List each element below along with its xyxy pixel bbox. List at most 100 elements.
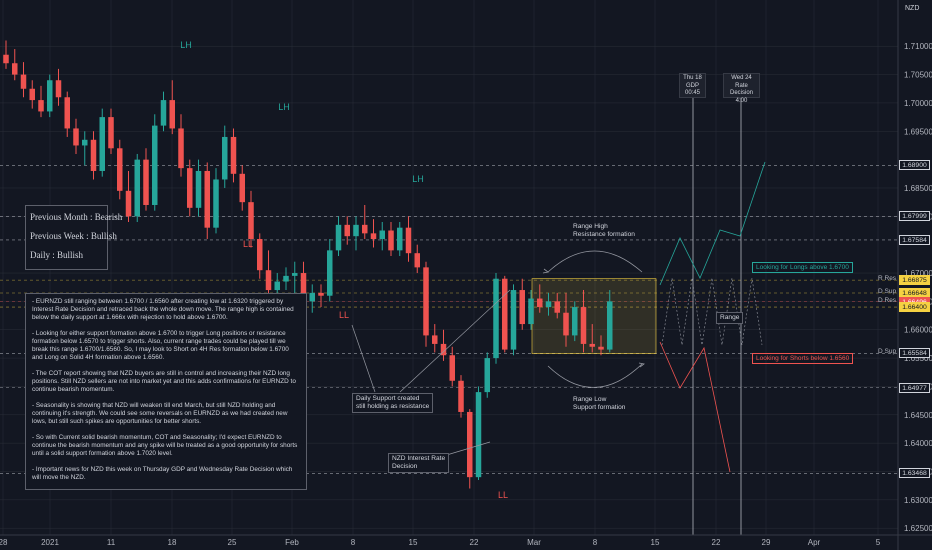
candle	[152, 114, 158, 211]
candle-body	[327, 250, 333, 296]
candle	[178, 114, 184, 177]
candle-body	[370, 233, 377, 240]
candle-body	[222, 136, 228, 180]
wave-label: LH	[180, 40, 192, 50]
range-projection	[661, 277, 763, 346]
note-paragraph: - Important news for NZD this week on Th…	[32, 466, 293, 481]
candle	[327, 239, 333, 302]
event-date: Thu 18	[683, 75, 702, 81]
price-level-badge: 1.66875	[899, 275, 930, 286]
candle	[55, 68, 62, 106]
daily-support-callout: Daily Support created still holding as r…	[352, 393, 434, 413]
candle	[475, 386, 482, 480]
price-tick-label: 1.70000	[904, 99, 932, 108]
candle	[379, 222, 385, 251]
candle	[589, 324, 595, 353]
candle-body	[257, 239, 263, 271]
candle	[64, 91, 70, 137]
candle	[353, 216, 359, 251]
time-axis[interactable]: 28 2021 11 18 25 Feb 8 15 22 Mar 8 15 22 29 Apr 5	[0, 534, 932, 547]
note-paragraph: - Seasonality is showing that NZD will w…	[32, 402, 288, 425]
candle-body	[423, 267, 429, 336]
price-tick-label: 1.69500	[904, 127, 932, 136]
price-level-badge: 1.65584	[899, 348, 930, 359]
candle	[502, 275, 508, 353]
candle	[117, 139, 123, 200]
candle	[248, 190, 254, 248]
candle-body	[519, 290, 525, 325]
candle-body	[230, 136, 237, 174]
candle	[440, 329, 447, 361]
monthly-bias: Previous Month : Bearish	[30, 212, 123, 222]
time-tick-label: 11	[107, 538, 116, 547]
candle-body	[90, 139, 97, 171]
wave-label: LL	[243, 239, 253, 249]
candle-body	[117, 148, 123, 191]
candle-body	[38, 100, 44, 112]
event-time: 00:45	[684, 90, 700, 96]
candle-body	[99, 117, 105, 171]
price-tick-label: 1.64500	[904, 411, 932, 420]
time-tick-label: 29	[762, 538, 771, 547]
candle-body	[187, 168, 193, 208]
time-tick-label: 22	[712, 538, 721, 547]
gdp-event-marker[interactable]: Thu 18 GDP 00:45	[679, 73, 706, 98]
candle-body	[563, 312, 569, 336]
candle	[572, 301, 578, 342]
price-tick-label: 1.63000	[904, 496, 932, 505]
candle	[405, 216, 412, 262]
arrow-head	[638, 362, 645, 368]
price-tick-label: 1.68500	[904, 184, 932, 193]
wave-label: LL	[339, 310, 349, 320]
candle-body	[353, 224, 359, 237]
candle	[432, 324, 438, 353]
candle	[519, 278, 525, 330]
currency-label: NZD	[905, 5, 920, 12]
price-tick-label: 1.67000	[904, 269, 932, 278]
level-tag-label: D Sup	[878, 287, 897, 295]
candle-body	[318, 292, 324, 296]
price-level-badge: 1.66400	[899, 302, 930, 313]
wave-label: LH	[278, 102, 290, 112]
candle-body	[152, 125, 158, 205]
time-tick-label: Mar	[527, 538, 541, 547]
time-tick-label: 25	[228, 538, 237, 547]
time-tick-label: 15	[409, 538, 418, 547]
range-low-label: Range Low Support formation	[573, 396, 626, 411]
candle-body	[160, 100, 167, 126]
candle	[449, 346, 455, 387]
candle	[423, 261, 429, 347]
time-tick-label: 15	[651, 538, 660, 547]
level-tag-label: D Res	[878, 296, 897, 304]
candle	[362, 204, 368, 240]
candle	[537, 284, 543, 313]
candle	[90, 131, 97, 180]
candle	[283, 267, 289, 291]
event-name: GDP	[685, 82, 699, 89]
daily-bias: Daily : Bullish	[30, 250, 84, 260]
candle-body	[589, 343, 595, 347]
rate-event-marker[interactable]: Wed 24 Rate Decision 4:00	[723, 73, 760, 104]
candle-body	[274, 281, 280, 291]
candle-body	[554, 301, 560, 313]
range-high-label: Range High Resistance formation	[573, 223, 635, 238]
level-tag-label: D Sup	[878, 348, 897, 356]
range-low-arc	[547, 363, 643, 388]
candle	[134, 153, 140, 223]
candle-body	[3, 54, 9, 64]
candle-body	[414, 253, 420, 268]
candle	[458, 375, 464, 418]
candle-body	[300, 273, 307, 302]
candle	[204, 162, 210, 240]
candle-body	[388, 230, 394, 251]
candle	[82, 131, 88, 166]
wave-label: LL	[498, 490, 508, 500]
price-level-badge: 1.68900	[899, 160, 930, 171]
candle-body	[82, 139, 88, 146]
candle	[554, 292, 560, 319]
candle	[370, 219, 377, 248]
candle-body	[12, 63, 18, 75]
candle	[344, 216, 350, 245]
rate-decision-callout: NZD Interest Rate Decision	[388, 453, 450, 473]
candle-body	[405, 227, 412, 254]
